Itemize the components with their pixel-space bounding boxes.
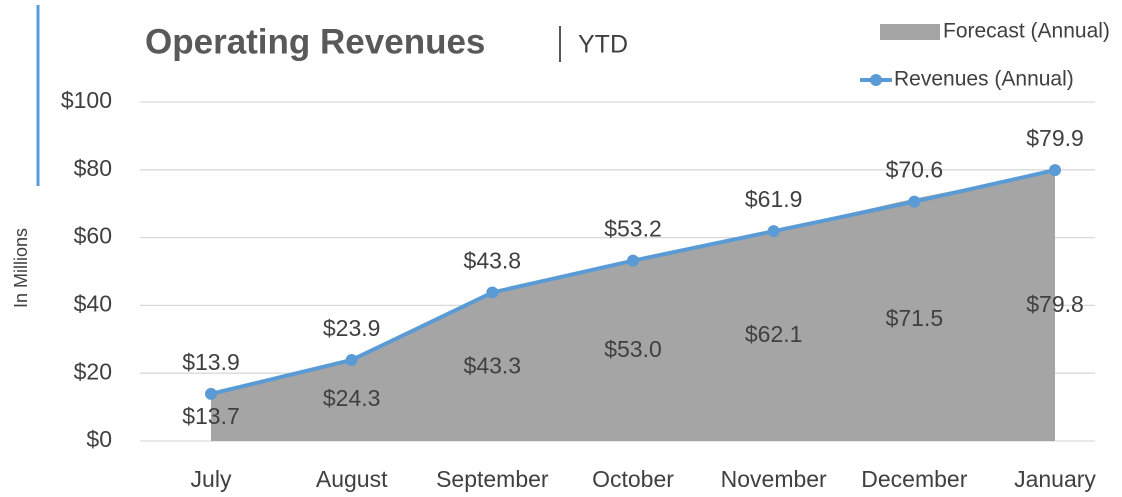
legend-label: Forecast (Annual) xyxy=(943,20,1110,43)
y-tick-label: $20 xyxy=(74,358,112,384)
y-tick-label: $60 xyxy=(74,223,112,249)
y-tick-label: $80 xyxy=(74,155,112,181)
x-tick-label: January xyxy=(1014,466,1096,492)
x-tick-label: December xyxy=(861,466,967,492)
data-label: $79.8 xyxy=(1026,291,1084,317)
marker xyxy=(486,286,499,299)
data-label: $62.1 xyxy=(745,321,803,347)
x-tick-label: November xyxy=(721,466,827,492)
legend-marker xyxy=(870,74,882,86)
data-label: $79.9 xyxy=(1026,125,1084,151)
x-tick-label: July xyxy=(191,466,232,492)
y-tick-label: $40 xyxy=(74,290,112,316)
x-tick-label: September xyxy=(436,466,549,492)
marker xyxy=(1049,164,1062,177)
x-tick-label: August xyxy=(316,466,388,492)
data-label: $61.9 xyxy=(745,186,803,212)
x-tick-label: October xyxy=(592,466,674,492)
data-label: $43.8 xyxy=(464,248,522,274)
y-axis-label: In Millions xyxy=(11,228,31,308)
data-label: $43.3 xyxy=(464,353,522,379)
marker xyxy=(345,353,358,366)
data-label: $70.6 xyxy=(886,157,944,183)
data-label: $13.9 xyxy=(182,349,240,375)
marker xyxy=(767,225,780,238)
data-label: $24.3 xyxy=(323,385,381,411)
marker xyxy=(205,387,217,400)
area xyxy=(211,170,1056,441)
data-label: $71.5 xyxy=(886,305,944,331)
data-label: $13.7 xyxy=(182,403,240,429)
data-label: $53.2 xyxy=(604,216,662,242)
legend-swatch xyxy=(880,24,940,40)
data-label: $23.9 xyxy=(323,315,381,341)
data-label: $53.0 xyxy=(604,336,662,362)
marker xyxy=(908,195,921,208)
legend-label: Revenues (Annual) xyxy=(894,68,1074,91)
marker xyxy=(627,254,640,267)
y-tick-label: $0 xyxy=(86,426,112,452)
y-tick-label: $100 xyxy=(61,87,112,113)
chart-subtitle: YTD xyxy=(578,31,628,59)
chart-title: Operating Revenues xyxy=(145,22,485,61)
